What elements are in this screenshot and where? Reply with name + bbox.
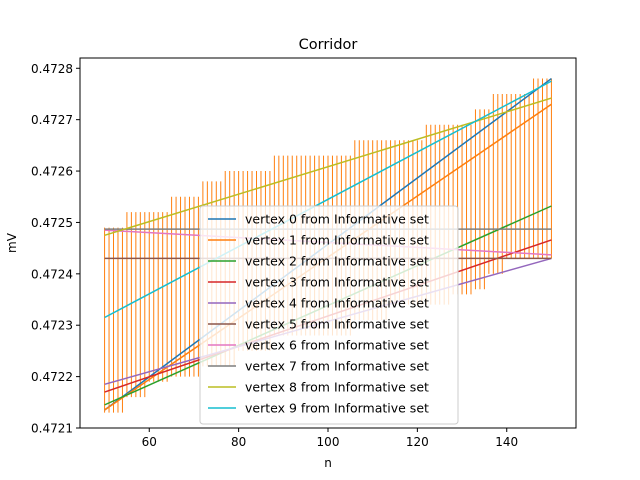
y-axis-label: mV xyxy=(5,232,19,253)
chart-title: Corridor xyxy=(299,37,358,53)
legend-entry-label: vertex 8 from Informative set xyxy=(245,380,429,395)
legend-entry-label: vertex 6 from Informative set xyxy=(245,338,429,353)
legend-entry-label: vertex 2 from Informative set xyxy=(245,254,429,269)
y-tick-label: 0.4727 xyxy=(31,113,73,127)
y-tick-label: 0.4723 xyxy=(31,319,73,333)
y-tick-label: 0.4726 xyxy=(31,165,73,179)
legend-entry-label: vertex 4 from Informative set xyxy=(245,296,429,311)
y-tick-label: 0.4721 xyxy=(31,422,73,436)
y-tick-label: 0.4722 xyxy=(31,370,73,384)
y-tick-label: 0.4724 xyxy=(31,267,73,281)
x-axis-ticks: 60 80 100 120 140 xyxy=(142,428,518,449)
x-tick-label: 100 xyxy=(317,435,340,449)
y-axis-ticks: 0.4721 0.4722 0.4723 0.4724 0.4725 0.4726 0.47… xyxy=(31,62,80,436)
x-tick-label: 140 xyxy=(495,435,518,449)
y-tick-label: 0.4725 xyxy=(31,216,73,230)
legend-entry-label: vertex 9 from Informative set xyxy=(245,401,429,416)
series-line-vertex-9 xyxy=(104,80,552,319)
legend-entry-label: vertex 1 from Informative set xyxy=(245,233,429,248)
legend-entry-label: vertex 7 from Informative set xyxy=(245,359,429,374)
x-axis-label: n xyxy=(324,456,332,470)
legend-entry-label: vertex 5 from Informative set xyxy=(245,317,429,332)
y-tick-label: 0.4728 xyxy=(31,62,73,76)
legend-entry-label: vertex 0 from Informative set xyxy=(245,212,429,227)
x-tick-label: 80 xyxy=(231,435,246,449)
legend-entry-label: vertex 3 from Informative set xyxy=(245,275,429,290)
legend-box xyxy=(199,205,459,425)
legend: vertex 0 from Informative set vertex 1 fr… xyxy=(199,205,459,425)
x-tick-label: 120 xyxy=(406,435,429,449)
x-tick-label: 60 xyxy=(142,435,157,449)
